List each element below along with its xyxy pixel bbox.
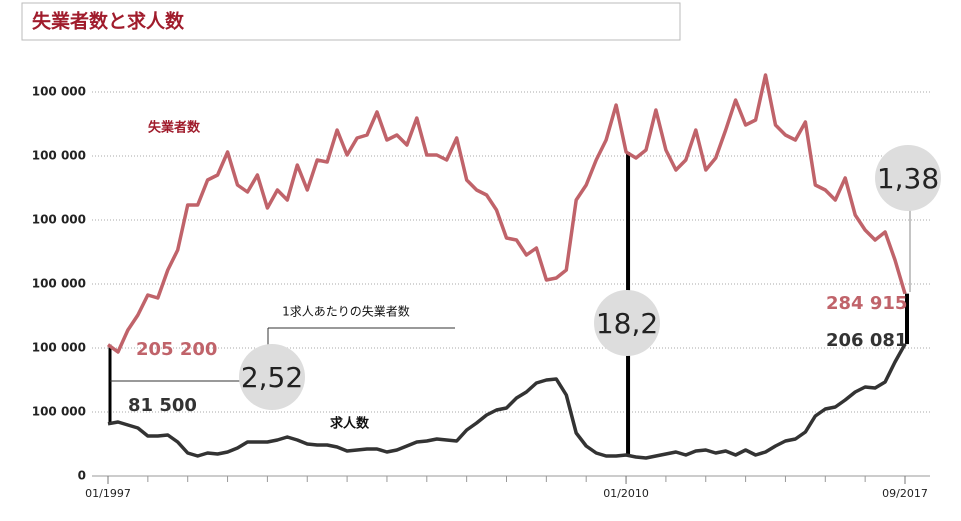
chart-title: 失業者数と求人数 [32, 10, 185, 33]
value-label: 284 915 [826, 293, 907, 314]
ratio-label: 18,2 [596, 307, 658, 340]
y-tick-label: 100 000 [32, 277, 86, 291]
y-tick-label: 100 000 [32, 85, 86, 99]
y-tick-label: 0 [78, 469, 86, 483]
value-label: 206 081 [826, 330, 907, 351]
ratio-bubble [239, 344, 305, 410]
x-tick-label: 09/2017 [882, 487, 928, 500]
line-series [107, 343, 907, 460]
title-box [21, 2, 681, 41]
ratio-bubble [594, 290, 660, 356]
value-label: 81 500 [128, 395, 197, 416]
ratio-label: 1,38 [877, 162, 939, 195]
ratio-bubble [875, 145, 941, 211]
y-tick-label: 100 000 [32, 405, 86, 419]
x-tick-label: 01/2010 [603, 487, 649, 500]
value-label: 205 200 [136, 339, 217, 360]
line-series [106, 73, 907, 354]
y-tick-label: 100 000 [32, 341, 86, 355]
ratio-label: 2,52 [241, 361, 303, 394]
y-tick-label: 100 000 [32, 149, 86, 163]
annotation: 1求人あたりの失業者数 [282, 304, 410, 319]
y-tick-label: 100 000 [32, 213, 86, 227]
series-name: 失業者数 [148, 120, 201, 136]
series-name: 求人数 [330, 416, 370, 432]
x-tick-label: 01/1997 [85, 487, 131, 500]
